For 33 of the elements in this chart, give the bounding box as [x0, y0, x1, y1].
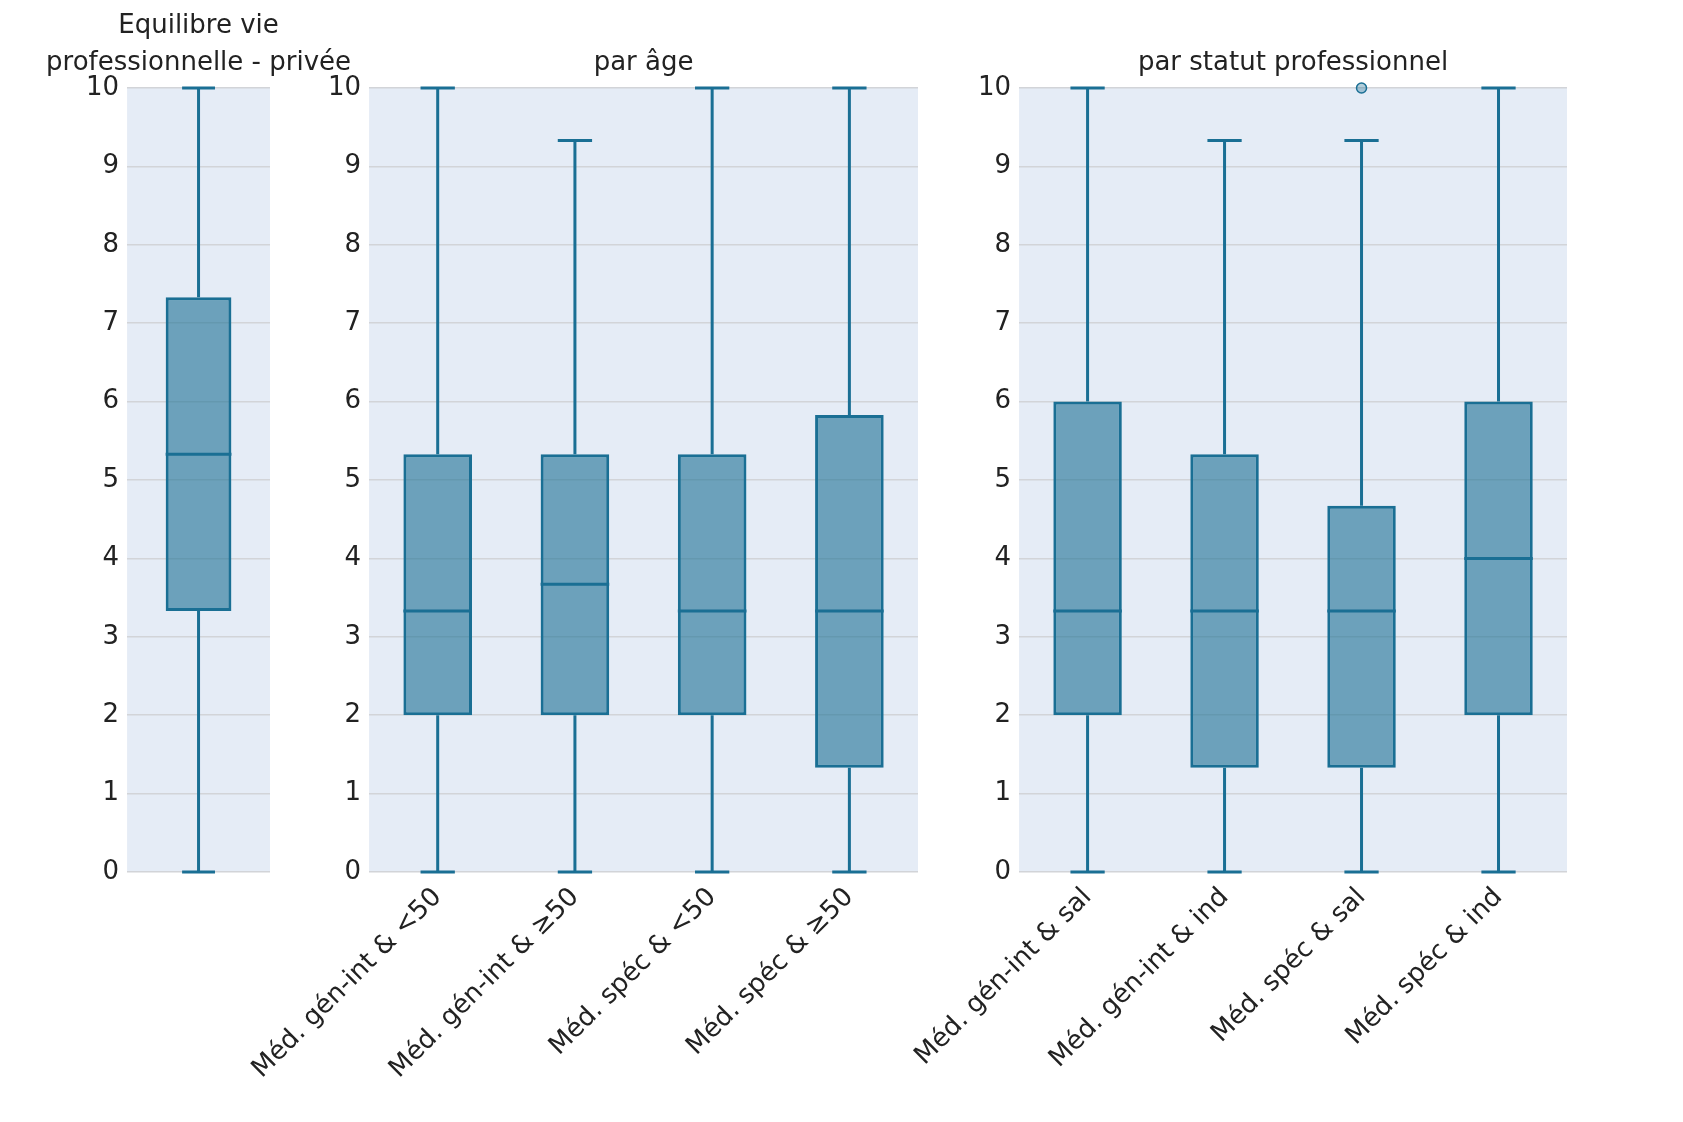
y-tick-label: 5	[344, 462, 362, 493]
y-tick-label: 0	[344, 854, 362, 885]
y-tick-label: 8	[102, 227, 120, 258]
y-tick-label: 6	[994, 384, 1012, 415]
y-tick-label: 9	[344, 149, 362, 180]
y-tick-label: 6	[344, 384, 362, 415]
y-tick-label: 1	[102, 776, 120, 807]
y-tick-label: 10	[977, 70, 1012, 101]
y-tick-label: 5	[994, 462, 1012, 493]
chart-title: par statut professionnel	[1137, 46, 1449, 76]
y-tick-label: 7	[102, 305, 120, 336]
y-tick-label: 4	[994, 541, 1012, 572]
chart-title: par âge	[593, 46, 694, 76]
y-tick-label: 8	[994, 227, 1012, 258]
y-tick-label: 2	[994, 697, 1012, 728]
y-tick-label: 5	[102, 462, 120, 493]
y-tick-label: 0	[102, 854, 120, 885]
y-tick-label: 7	[994, 305, 1012, 336]
y-tick-label: 3	[994, 619, 1012, 650]
y-tick-label: 9	[102, 149, 120, 180]
y-tick-label: 8	[344, 227, 362, 258]
y-tick-label: 6	[102, 384, 120, 415]
y-tick-label: 3	[344, 619, 362, 650]
y-tick-label: 2	[102, 697, 120, 728]
y-tick-label: 0	[994, 854, 1012, 885]
y-tick-label: 1	[994, 776, 1012, 807]
y-tick-label: 9	[994, 149, 1012, 180]
y-tick-label: 3	[102, 619, 120, 650]
y-tick-label: 1	[344, 776, 362, 807]
y-tick-label: 7	[344, 305, 362, 336]
y-tick-label: 4	[344, 541, 362, 572]
y-tick-label: 4	[102, 541, 120, 572]
y-tick-label: 2	[344, 697, 362, 728]
